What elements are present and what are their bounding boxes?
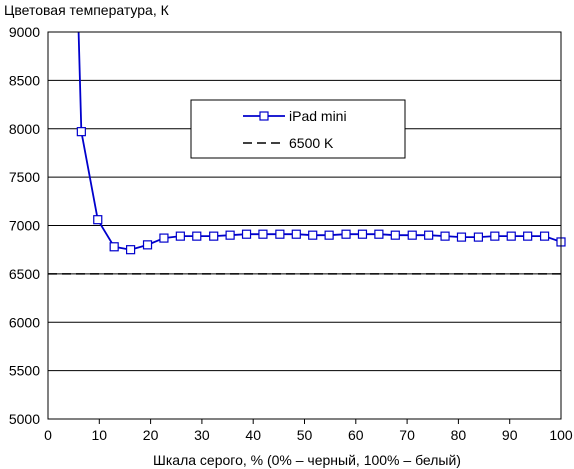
series-ipad-mini-point bbox=[390, 230, 400, 240]
y-tick-label: 6000 bbox=[9, 314, 40, 330]
series-ipad-mini-point bbox=[275, 229, 285, 239]
y-tick-label: 7000 bbox=[9, 218, 40, 234]
series-ipad-mini-point bbox=[324, 230, 334, 240]
series-ipad-mini-point bbox=[308, 230, 318, 240]
series-ipad-mini-point bbox=[241, 229, 252, 239]
legend-ipad-mini-marker bbox=[259, 111, 269, 121]
y-tick-label: 8500 bbox=[9, 72, 40, 88]
x-tick-label: 40 bbox=[245, 427, 261, 443]
plot-frame bbox=[47, 31, 562, 420]
legend: iPad mini 6500 K bbox=[190, 99, 406, 159]
series-ipad-mini-point bbox=[523, 231, 533, 241]
series-ipad-mini-point bbox=[506, 231, 516, 241]
series-ipad-mini-point bbox=[539, 231, 550, 241]
series-ipad-mini-point bbox=[440, 231, 450, 241]
x-tick-label: 10 bbox=[92, 427, 108, 443]
x-tick-label: 60 bbox=[348, 427, 364, 443]
x-tick-labels: 0 10 20 30 40 50 60 70 80 90 100 bbox=[44, 419, 573, 443]
legend-6500k-label: 6500 K bbox=[289, 135, 334, 151]
series-ipad-mini-point bbox=[93, 215, 103, 225]
series-ipad-mini-point bbox=[125, 245, 136, 255]
series-ipad-mini-point bbox=[473, 232, 484, 242]
series-ipad-mini-point bbox=[76, 127, 86, 137]
x-tick-label: 80 bbox=[451, 427, 467, 443]
x-tick-label: 70 bbox=[399, 427, 415, 443]
series-ipad-mini-point bbox=[209, 231, 219, 241]
series-ipad-mini-point bbox=[192, 231, 202, 241]
y-tick-label: 7500 bbox=[9, 169, 40, 185]
y-tick-label: 6500 bbox=[9, 266, 40, 282]
series-ipad-mini-point bbox=[490, 231, 500, 241]
x-tick-label: 0 bbox=[44, 427, 52, 443]
x-tick-label: 30 bbox=[194, 427, 210, 443]
series-ipad-mini-point bbox=[456, 232, 467, 242]
series-ipad-mini-point bbox=[424, 230, 434, 240]
series-ipad-mini-point bbox=[341, 229, 351, 239]
y-tick-label: 5500 bbox=[9, 363, 40, 379]
series-ipad-mini-point bbox=[142, 240, 153, 250]
y-tick-label: 5000 bbox=[9, 411, 40, 427]
series-layer bbox=[48, 32, 566, 275]
series-ipad-mini-point bbox=[357, 229, 368, 239]
series-ipad-mini-point bbox=[159, 233, 169, 243]
series-ipad-mini-point bbox=[225, 230, 235, 240]
y-tick-label: 9000 bbox=[9, 24, 40, 40]
y-tick-labels: 5000 5500 6000 6500 7000 7500 8000 8500 9000 bbox=[9, 24, 40, 427]
series-ipad-mini-point bbox=[175, 231, 185, 241]
x-tick-label: 20 bbox=[143, 427, 159, 443]
series-ipad-mini-point bbox=[374, 229, 384, 239]
y-tick-label: 8000 bbox=[9, 121, 40, 137]
x-axis-title: Шкала серого, % (0% – черный, 100% – бел… bbox=[153, 452, 461, 468]
x-tick-label: 90 bbox=[502, 427, 518, 443]
legend-box bbox=[190, 99, 406, 159]
y-axis-title: Цветовая температура, К bbox=[4, 2, 170, 18]
series-ipad-mini-point bbox=[109, 242, 119, 252]
series-ipad-mini-point bbox=[258, 229, 268, 239]
legend-ipad-mini-label: iPad mini bbox=[289, 108, 347, 124]
x-tick-label: 100 bbox=[549, 427, 573, 443]
series-ipad-mini-point bbox=[291, 229, 301, 239]
x-tick-label: 50 bbox=[297, 427, 313, 443]
series-ipad-mini-point bbox=[407, 230, 417, 240]
